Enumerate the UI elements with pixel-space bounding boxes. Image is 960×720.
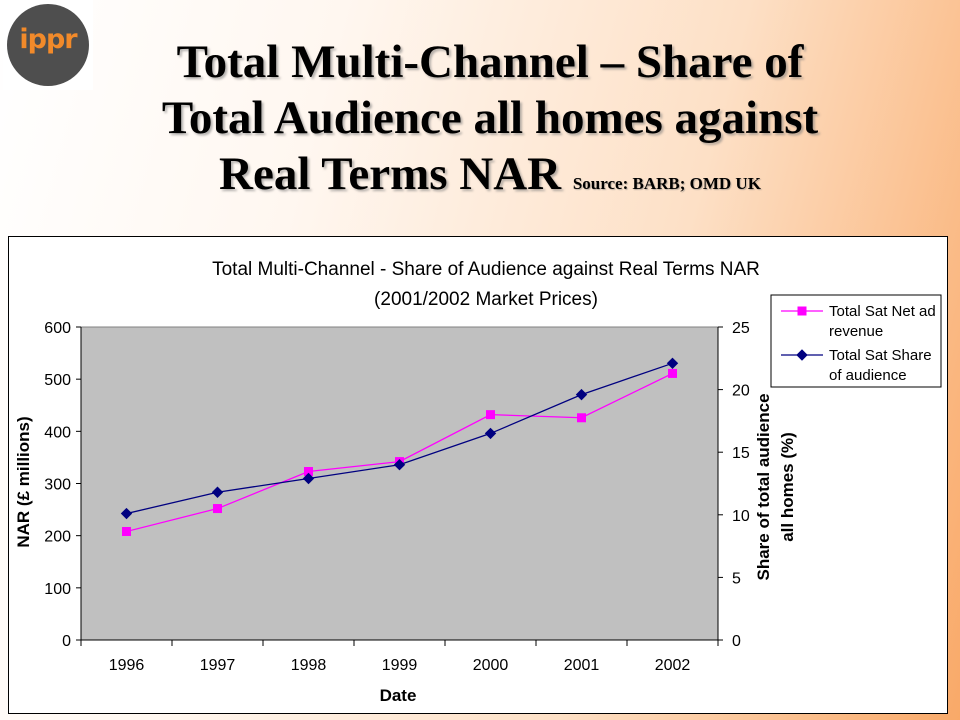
legend-label: Total Sat Share xyxy=(829,347,932,364)
y2-tick-label: 0 xyxy=(732,633,741,650)
logo-text: ippr xyxy=(19,24,77,55)
chart-container: Total Multi-Channel - Share of Audience … xyxy=(8,236,948,714)
y-tick-label: 500 xyxy=(44,372,71,389)
x-tick-label: 1997 xyxy=(200,657,236,674)
legend-label: revenue xyxy=(829,323,883,340)
y2-axis-label-line-1: Share of total audience xyxy=(754,393,773,580)
x-tick-label: 2001 xyxy=(564,657,600,674)
legend-swatch-marker xyxy=(796,349,808,361)
series-0-point xyxy=(486,410,495,420)
series-1-point xyxy=(393,459,406,471)
legend-swatch-marker xyxy=(797,306,807,316)
slide-title-line-3: Real Terms NAR Source: BARB; OMD UK xyxy=(95,146,885,202)
x-tick-label: 1999 xyxy=(382,657,418,674)
series-0-point xyxy=(577,413,586,423)
legend-label: of audience xyxy=(829,367,907,384)
series-0-point xyxy=(668,368,677,378)
chart-title: Total Multi-Channel - Share of Audience … xyxy=(212,259,760,280)
x-tick-label: 1998 xyxy=(291,657,327,674)
y-tick-label: 100 xyxy=(44,581,71,598)
y-tick-label: 200 xyxy=(44,529,71,546)
y-tick-label: 600 xyxy=(44,320,71,337)
legend-label: Total Sat Net ad xyxy=(829,303,936,320)
y2-tick-label: 25 xyxy=(732,320,750,337)
y2-tick-label: 10 xyxy=(732,508,750,525)
slide-title: Total Multi-Channel – Share of Total Aud… xyxy=(95,34,885,202)
series-1-point xyxy=(575,388,588,401)
y-tick-label: 400 xyxy=(44,424,71,441)
series-0-point xyxy=(122,526,131,536)
x-axis-label: Date xyxy=(380,686,417,705)
ippr-logo: ippr xyxy=(3,0,93,90)
y-axis-label: NAR (£ millions) xyxy=(14,416,33,547)
y2-tick-label: 15 xyxy=(732,445,750,462)
slide-title-line-1: Total Multi-Channel – Share of xyxy=(176,36,804,88)
y-tick-label: 300 xyxy=(44,477,71,494)
logo-circle: ippr xyxy=(7,4,89,86)
x-tick-label: 2000 xyxy=(473,657,509,674)
slide-title-line-2: Total Audience all homes against xyxy=(161,92,819,144)
series-1-point xyxy=(302,472,315,485)
slide-title-line-3-text: Real Terms NAR xyxy=(219,148,562,200)
series-1-point xyxy=(484,427,497,440)
series-0-point xyxy=(213,504,222,514)
chart-subtitle: (2001/2002 Market Prices) xyxy=(374,289,598,310)
y-tick-label: 0 xyxy=(62,633,71,650)
y2-tick-label: 20 xyxy=(732,383,750,400)
source-note: Source: BARB; OMD UK xyxy=(572,174,761,193)
series-1-point xyxy=(120,507,133,520)
plot-area xyxy=(80,326,719,641)
y2-tick-label: 5 xyxy=(732,570,741,587)
series-1-point xyxy=(666,357,679,370)
chart-svg: Total Multi-Channel - Share of Audience … xyxy=(14,259,942,705)
x-tick-label: 1996 xyxy=(109,657,145,674)
series-1-point xyxy=(211,486,224,498)
y2-axis-label-line-2: all homes (%) xyxy=(778,432,797,542)
x-tick-label: 2002 xyxy=(655,657,691,674)
